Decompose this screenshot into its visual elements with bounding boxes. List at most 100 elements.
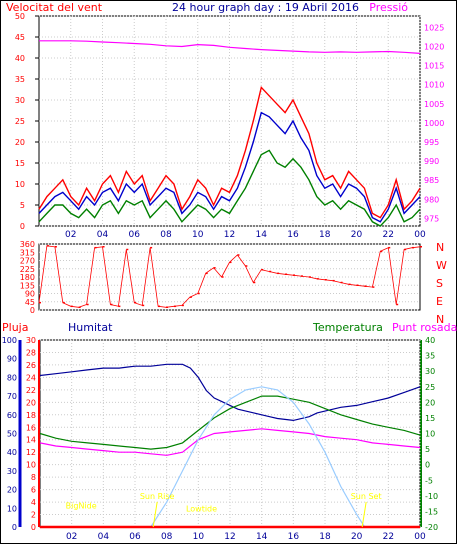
x-tick-label: 22	[383, 230, 394, 240]
left-tick-label: 5	[20, 201, 25, 210]
rain-tick-label: 20	[26, 398, 36, 407]
rain-tick-label: 28	[26, 348, 36, 357]
temp-tick-label: 30	[425, 367, 435, 376]
direction-tick-label: 90	[25, 290, 35, 299]
compass-label: W	[436, 259, 447, 272]
direction-tick-label: 270	[20, 257, 35, 266]
humidity-tick-label: 0	[12, 523, 17, 532]
rain-tick-label: 12	[26, 448, 36, 457]
x-tick-label: 18	[319, 230, 331, 240]
left-tick-label: 30	[15, 96, 25, 105]
annotation-label: Sun Set	[351, 492, 382, 501]
right-tick-label: 980	[424, 195, 439, 204]
temp-tick-label: 35	[425, 352, 435, 361]
compass-label: E	[436, 295, 443, 308]
left-tick-label: 10	[15, 180, 25, 189]
right-tick-label: 1000	[424, 119, 444, 128]
x-tick-label: 16	[288, 532, 300, 542]
rain-tick-label: 30	[26, 336, 36, 345]
rain-tick-label: 18	[26, 411, 36, 420]
x-tick-label: 08	[161, 532, 173, 542]
temperature-label: Temperatura	[312, 321, 383, 334]
x-tick-label: 14	[256, 532, 268, 542]
x-tick-label: 00	[414, 230, 426, 240]
x-tick-label: 12	[224, 230, 235, 240]
rain-tick-label: 0	[31, 523, 36, 532]
left-tick-label: 0	[20, 222, 25, 231]
left-tick-label: 50	[15, 12, 25, 21]
left-tick-label: 25	[15, 117, 25, 126]
direction-tick-label: 135	[20, 281, 35, 290]
x-tick-label: 10	[193, 532, 205, 542]
rain-tick-label: 2	[31, 511, 36, 520]
direction-tick-label: 225	[20, 265, 35, 274]
x-tick-label: 10	[192, 230, 204, 240]
series-gust	[38, 85, 421, 219]
rain-tick-label: 6	[31, 486, 36, 495]
x-tick-label: 04	[98, 532, 110, 542]
annotation-label: BigNide	[66, 501, 97, 510]
left-tick-label: 45	[15, 33, 25, 42]
direction-tick-label: 315	[20, 248, 35, 257]
x-tick-label: 22	[383, 532, 394, 542]
left-tick-label: 15	[15, 159, 25, 168]
x-tick-label: 14	[256, 230, 268, 240]
temp-tick-label: -5	[425, 476, 433, 485]
humidity-tick-label: 50	[7, 430, 17, 439]
x-tick-label: 20	[351, 230, 363, 240]
temp-tick-label: -10	[425, 492, 438, 501]
temp-tick-label: 15	[425, 414, 435, 423]
x-tick-label: 20	[351, 532, 363, 542]
dewpoint-label: Punt rosada	[392, 321, 457, 334]
humidity-label: Humitat	[68, 321, 113, 334]
left-tick-label: 20	[15, 138, 25, 147]
x-tick-label: 06	[129, 230, 141, 240]
rain-tick-label: 24	[26, 373, 36, 382]
temp-tick-label: 10	[425, 430, 435, 439]
rain-tick-label: 22	[26, 386, 36, 395]
series-temperature	[39, 395, 421, 450]
wind-pressure-panel: 0510152025303540455097598098599099510001…	[15, 12, 445, 240]
humidity-tick-label: 10	[7, 504, 17, 513]
rain-tick-label: 26	[26, 361, 36, 370]
right-tick-label: 1005	[424, 100, 444, 109]
annotation-marker	[152, 501, 158, 528]
humidity-tick-label: 30	[7, 467, 17, 476]
rain-tick-label: 16	[26, 423, 36, 432]
direction-trace	[38, 245, 421, 308]
x-tick-label: 04	[97, 230, 109, 240]
x-tick-label: 12	[224, 532, 235, 542]
temp-tick-label: 5	[425, 445, 430, 454]
compass-label: N	[436, 241, 444, 254]
humidity-tick-label: 70	[7, 392, 17, 401]
temp-tick-label: 25	[425, 383, 435, 392]
rain-tick-label: 10	[26, 461, 36, 470]
direction-tick-label: 45	[25, 298, 35, 307]
left-tick-label: 35	[15, 75, 25, 84]
wind-speed-label: Velocitat del vent	[6, 1, 103, 14]
series-pressure	[39, 40, 421, 54]
right-tick-label: 1025	[424, 23, 444, 32]
humidity-tick-label: 90	[7, 355, 17, 364]
compass-label: N	[436, 313, 444, 326]
temp-tick-label: 20	[425, 398, 435, 407]
right-tick-label: 1015	[424, 62, 444, 71]
annotation-label: Lowtide	[186, 504, 217, 513]
right-tick-label: 975	[424, 214, 439, 223]
temp-tick-label: -20	[425, 523, 438, 532]
right-tick-label: 1020	[424, 43, 444, 52]
temp-tick-label: 40	[425, 336, 435, 345]
humidity-tick-label: 40	[7, 448, 17, 457]
right-tick-label: 990	[424, 157, 439, 166]
left-tick-label: 40	[15, 54, 25, 63]
rain-tick-label: 8	[31, 473, 36, 482]
right-tick-label: 995	[424, 138, 439, 147]
compass-label: S	[436, 277, 443, 290]
humidity-tick-label: 80	[7, 373, 17, 382]
annotation-label: Sun Rise	[140, 492, 175, 501]
rain-humidity-temp-panel: 0102030405060708090100024681012141618202…	[2, 336, 438, 542]
series-solar	[150, 386, 366, 528]
